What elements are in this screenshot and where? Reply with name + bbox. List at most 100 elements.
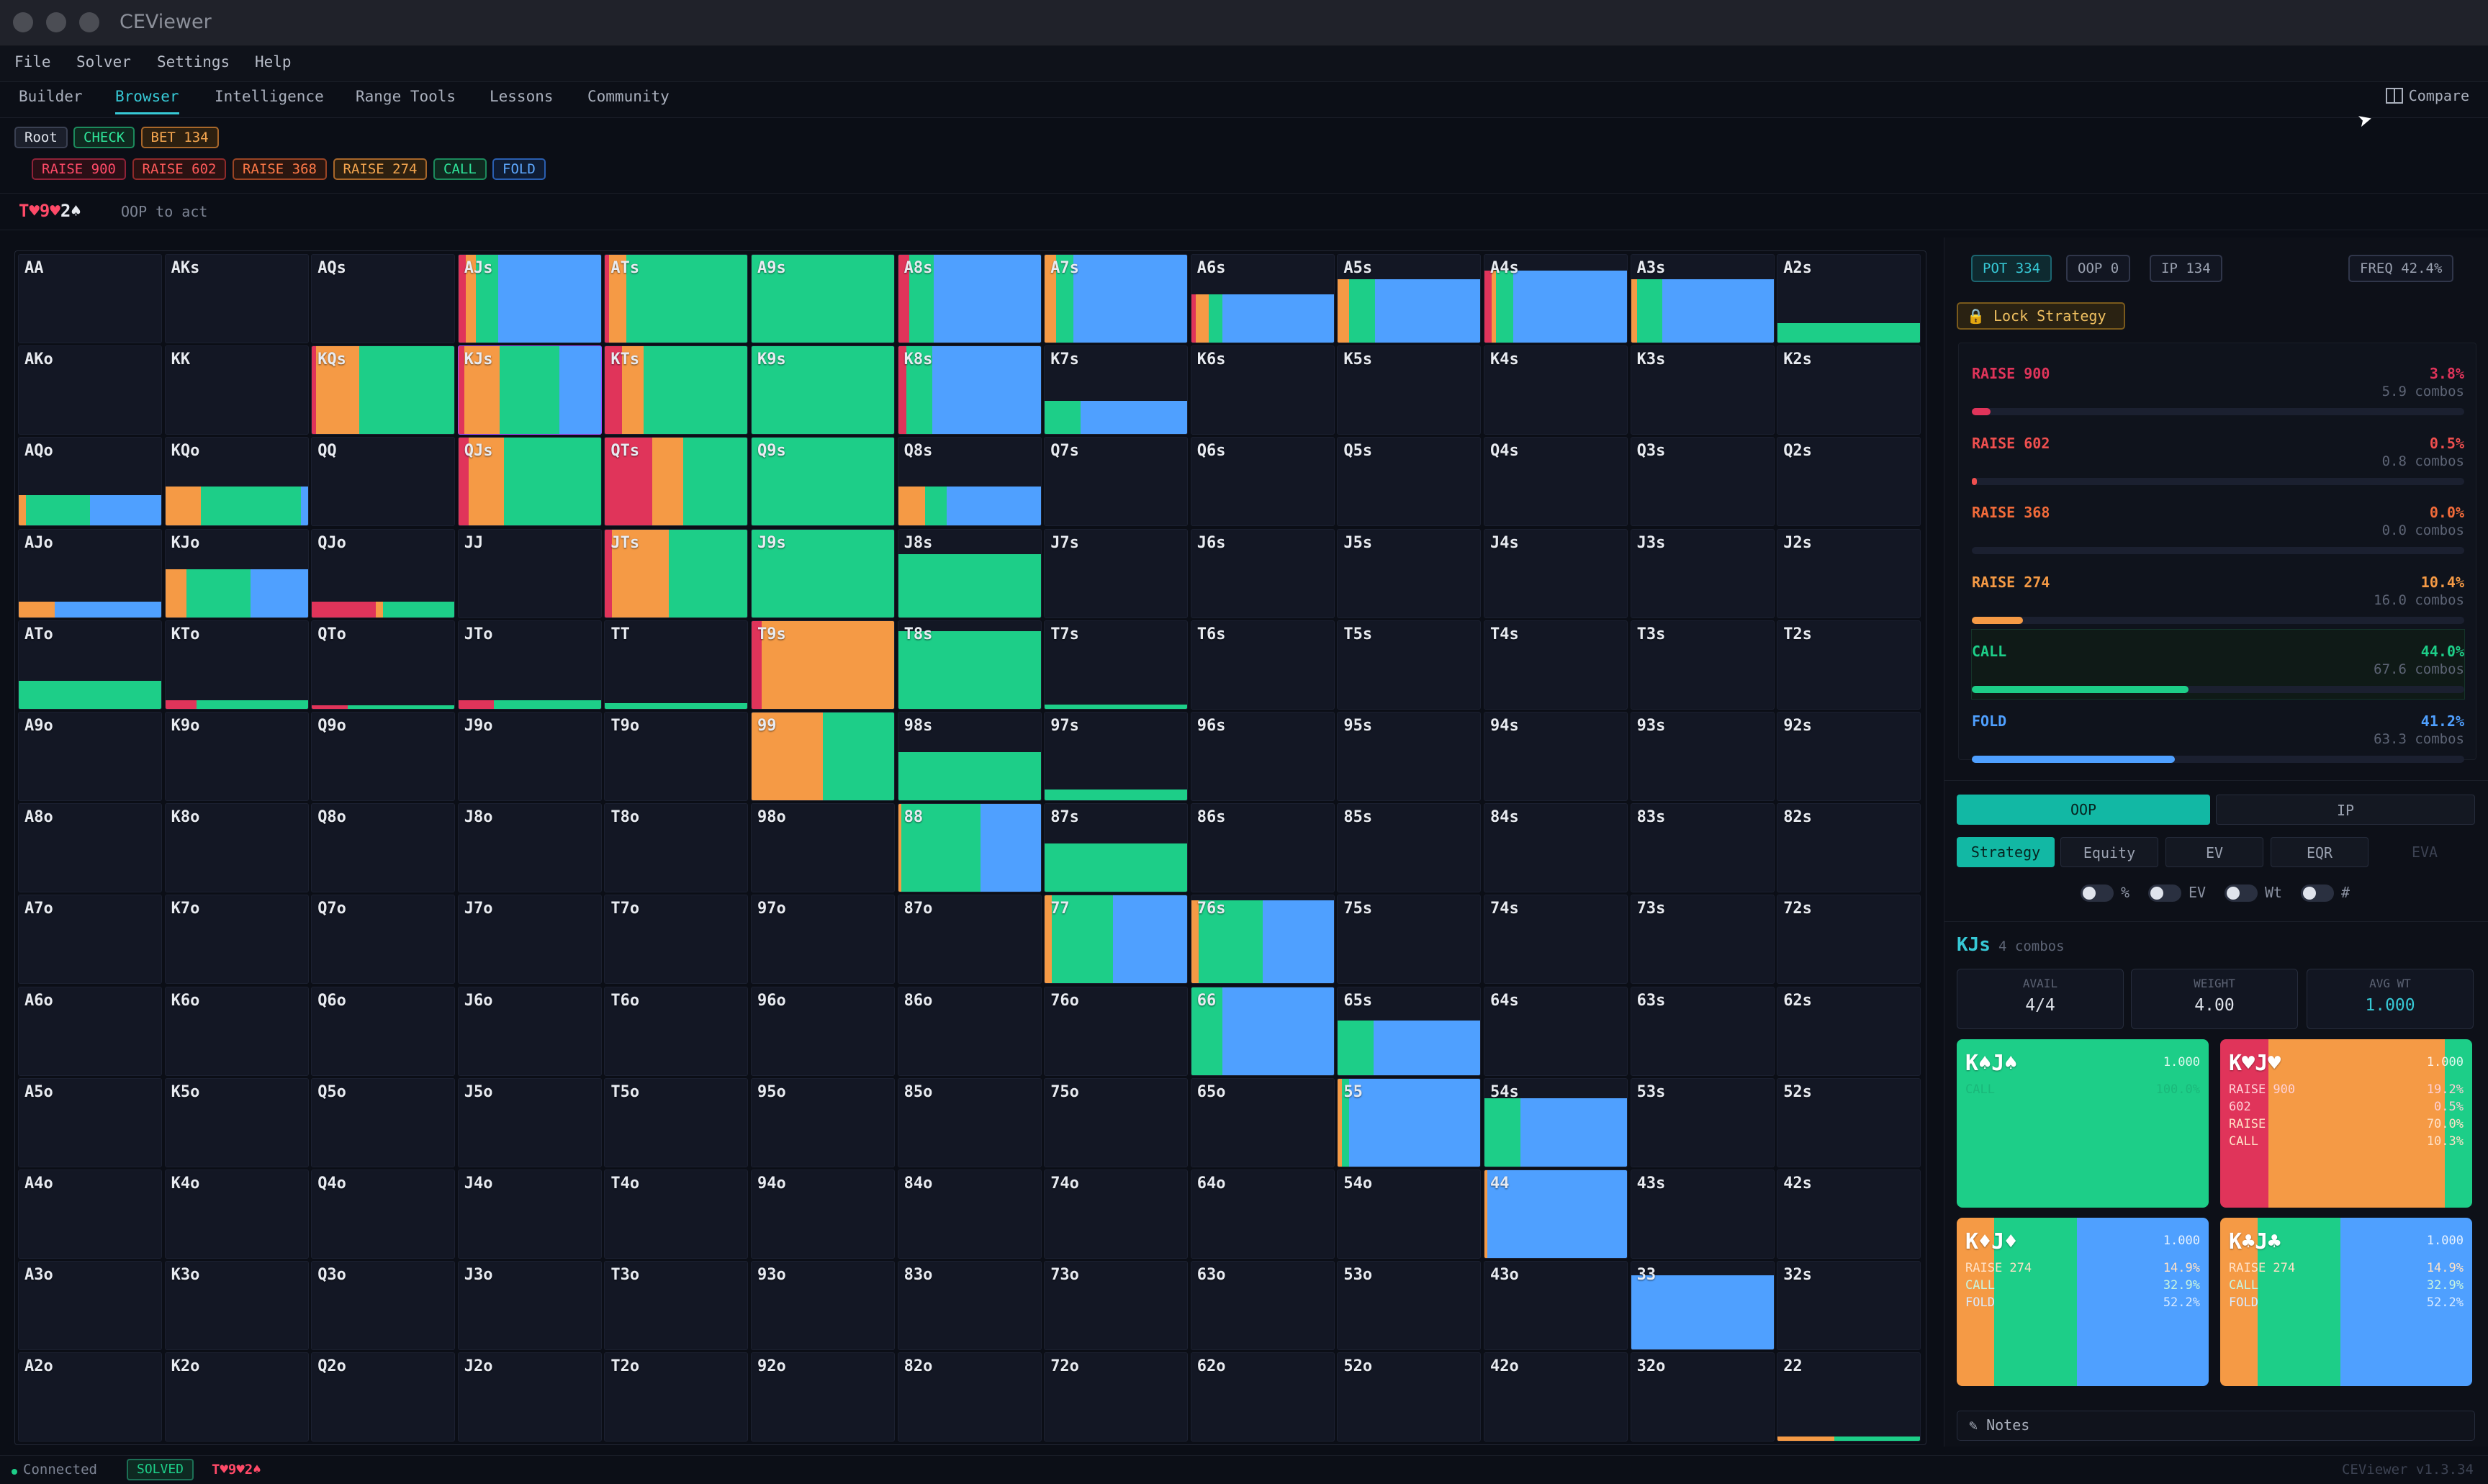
hand-cell-K3o[interactable]: K3o (164, 1261, 309, 1351)
hand-cell-33[interactable]: 33 (1630, 1261, 1775, 1351)
hand-cell-KJs[interactable]: KJs (457, 345, 602, 435)
action-row-raise-368[interactable]: RAISE 368 0.0% 0.0 combos (1972, 491, 2464, 560)
action-row-call[interactable]: CALL 44.0% 67.6 combos (1971, 629, 2465, 700)
hand-cell-ATo[interactable]: ATo (18, 620, 162, 710)
hand-cell-Q9s[interactable]: Q9s (751, 437, 895, 527)
hand-cell-K2o[interactable]: K2o (164, 1352, 309, 1442)
action-row-raise-900[interactable]: RAISE 900 3.8% 5.9 combos (1972, 352, 2464, 421)
hand-cell-Q5o[interactable]: Q5o (311, 1077, 456, 1167)
hand-cell-J3s[interactable]: J3s (1630, 528, 1775, 618)
hand-cell-A5o[interactable]: A5o (18, 1077, 162, 1167)
hand-cell-J7s[interactable]: J7s (1044, 528, 1189, 618)
hand-cell-T6s[interactable]: T6s (1190, 620, 1335, 710)
player-ip-toggle[interactable]: IP (2216, 795, 2475, 825)
hand-cell-J6o[interactable]: J6o (457, 986, 602, 1076)
hand-cell-42s[interactable]: 42s (1777, 1169, 1921, 1259)
hand-cell-J9s[interactable]: J9s (751, 528, 895, 618)
view-eqr-tab[interactable]: EQR (2271, 837, 2368, 867)
view-ev-tab[interactable]: EV (2165, 837, 2263, 867)
action-row-raise-602[interactable]: RAISE 602 0.5% 0.8 combos (1972, 422, 2464, 491)
view-eva-tab[interactable]: EVA (2411, 843, 2438, 861)
hand-cell-Q6s[interactable]: Q6s (1190, 437, 1335, 527)
hand-cell-T3s[interactable]: T3s (1630, 620, 1775, 710)
hand-cell-QQ[interactable]: QQ (311, 437, 456, 527)
hand-cell-72s[interactable]: 72s (1777, 895, 1921, 985)
hand-cell-86s[interactable]: 86s (1190, 803, 1335, 893)
tab-browser[interactable]: Browser (115, 88, 179, 114)
combo-tile[interactable]: K♦J♦ 1.000 RAISE 274 14.9% CALL 32.9% FOLD 52.2… (1957, 1218, 2209, 1386)
breadcrumb-chip-raise274[interactable]: RAISE 274 (333, 158, 428, 180)
hand-cell-AQs[interactable]: AQs (311, 254, 456, 343)
hand-cell-73s[interactable]: 73s (1630, 895, 1775, 985)
hand-cell-A9o[interactable]: A9o (18, 712, 162, 801)
hand-cell-94o[interactable]: 94o (751, 1169, 895, 1259)
view-strategy-tab[interactable]: Strategy (1957, 837, 2055, 867)
hand-cell-K4s[interactable]: K4s (1484, 345, 1628, 435)
hand-cell-76s[interactable]: 76s (1190, 895, 1335, 985)
hand-cell-88[interactable]: 88 (897, 803, 1042, 893)
breadcrumb-chip-raise368[interactable]: RAISE 368 (233, 158, 327, 180)
menu-solver[interactable]: Solver (76, 53, 131, 71)
hand-cell-T7s[interactable]: T7s (1044, 620, 1189, 710)
hand-cell-32s[interactable]: 32s (1777, 1261, 1921, 1351)
toggle-count[interactable]: # (2301, 884, 2350, 902)
hand-cell-64s[interactable]: 64s (1484, 986, 1628, 1076)
hand-cell-J5s[interactable]: J5s (1337, 528, 1482, 618)
toggle-weight[interactable]: Wt (2225, 884, 2282, 902)
hand-cell-66[interactable]: 66 (1190, 986, 1335, 1076)
hand-cell-AKs[interactable]: AKs (164, 254, 309, 343)
hand-cell-A6o[interactable]: A6o (18, 986, 162, 1076)
hand-cell-63s[interactable]: 63s (1630, 986, 1775, 1076)
hand-cell-QJs[interactable]: QJs (457, 437, 602, 527)
hand-cell-Q8o[interactable]: Q8o (311, 803, 456, 893)
hand-cell-TT[interactable]: TT (604, 620, 749, 710)
tab-community[interactable]: Community (587, 88, 670, 105)
hand-cell-97o[interactable]: 97o (751, 895, 895, 985)
tab-lessons[interactable]: Lessons (490, 88, 554, 105)
player-oop-toggle[interactable]: OOP (1957, 795, 2210, 825)
hand-cell-J4o[interactable]: J4o (457, 1169, 602, 1259)
hand-cell-T7o[interactable]: T7o (604, 895, 749, 985)
hand-cell-A7o[interactable]: A7o (18, 895, 162, 985)
hand-cell-J8s[interactable]: J8s (897, 528, 1042, 618)
hand-cell-K8s[interactable]: K8s (897, 345, 1042, 435)
hand-cell-AJo[interactable]: AJo (18, 528, 162, 618)
notes-button[interactable]: ✎ Notes (1957, 1411, 2475, 1441)
hand-cell-AQo[interactable]: AQo (18, 437, 162, 527)
hand-cell-T9o[interactable]: T9o (604, 712, 749, 801)
hand-cell-QJo[interactable]: QJo (311, 528, 456, 618)
hand-cell-64o[interactable]: 64o (1190, 1169, 1335, 1259)
hand-cell-JTs[interactable]: JTs (604, 528, 749, 618)
hand-cell-A3o[interactable]: A3o (18, 1261, 162, 1351)
hand-cell-Q5s[interactable]: Q5s (1337, 437, 1482, 527)
menu-help[interactable]: Help (255, 53, 292, 71)
hand-cell-A2o[interactable]: A2o (18, 1352, 162, 1442)
hand-cell-82s[interactable]: 82s (1777, 803, 1921, 893)
hand-cell-KK[interactable]: KK (164, 345, 309, 435)
hand-cell-ATs[interactable]: ATs (604, 254, 749, 343)
tab-range-tools[interactable]: Range Tools (356, 88, 456, 105)
hand-cell-T8o[interactable]: T8o (604, 803, 749, 893)
toggle-ev[interactable]: EV (2148, 884, 2206, 902)
hand-cell-52o[interactable]: 52o (1337, 1352, 1482, 1442)
hand-cell-77[interactable]: 77 (1044, 895, 1189, 985)
hand-cell-K5s[interactable]: K5s (1337, 345, 1482, 435)
compare-button[interactable]: Compare (2385, 87, 2469, 104)
hand-cell-QTo[interactable]: QTo (311, 620, 456, 710)
menu-settings[interactable]: Settings (157, 53, 230, 71)
hand-cell-97s[interactable]: 97s (1044, 712, 1189, 801)
hand-cell-65o[interactable]: 65o (1190, 1077, 1335, 1167)
hand-cell-85s[interactable]: 85s (1337, 803, 1482, 893)
hand-cell-A3s[interactable]: A3s (1630, 254, 1775, 343)
hand-cell-55[interactable]: 55 (1337, 1077, 1482, 1167)
hand-cell-T9s[interactable]: T9s (751, 620, 895, 710)
hand-cell-KTo[interactable]: KTo (164, 620, 309, 710)
breadcrumb-chip-call[interactable]: CALL (433, 158, 487, 180)
close-window-button[interactable] (13, 12, 33, 32)
hand-cell-Q6o[interactable]: Q6o (311, 986, 456, 1076)
hand-cell-82o[interactable]: 82o (897, 1352, 1042, 1442)
hand-cell-74s[interactable]: 74s (1484, 895, 1628, 985)
hand-cell-J8o[interactable]: J8o (457, 803, 602, 893)
hand-cell-A2s[interactable]: A2s (1777, 254, 1921, 343)
hand-cell-76o[interactable]: 76o (1044, 986, 1189, 1076)
